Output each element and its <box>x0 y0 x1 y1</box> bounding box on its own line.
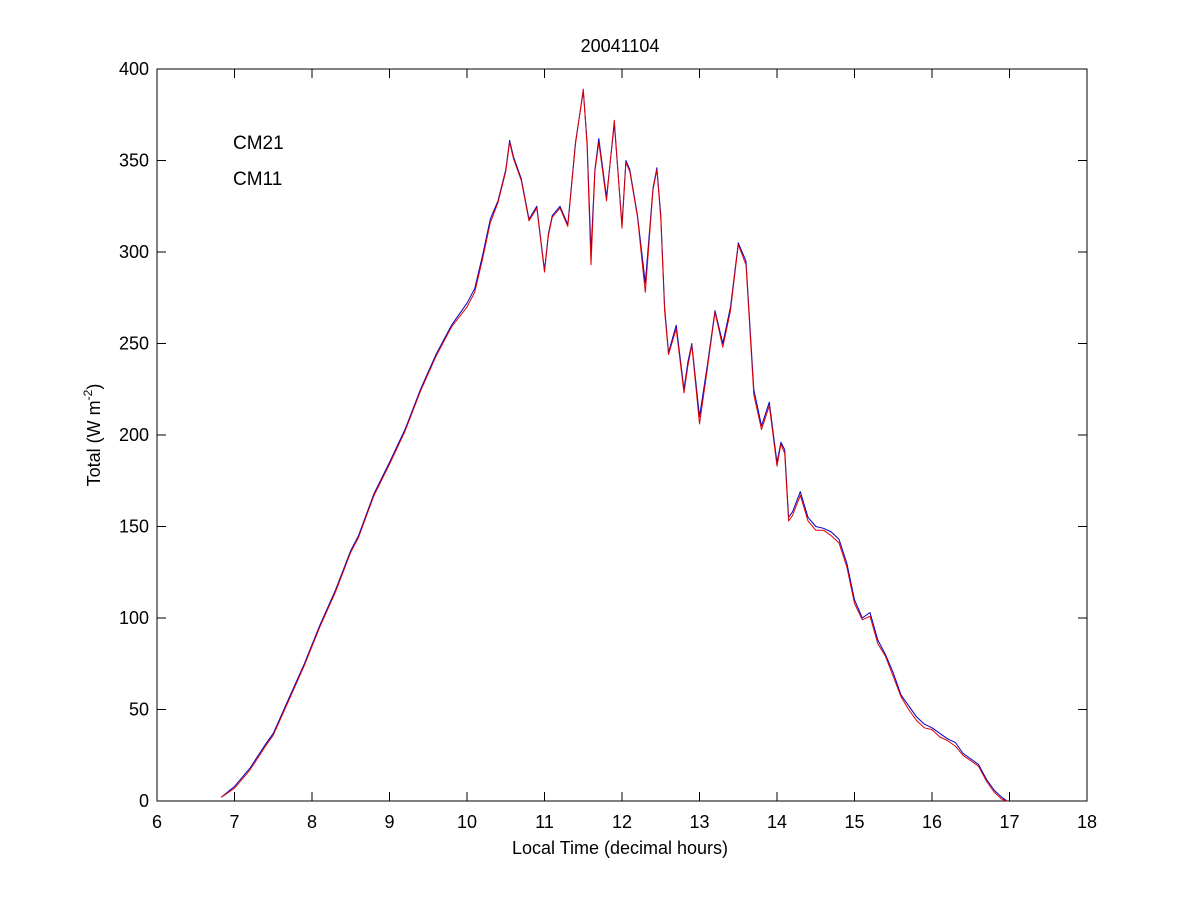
y-tick-label: 400 <box>119 59 149 79</box>
y-tick-label: 200 <box>119 425 149 445</box>
x-tick-label: 6 <box>152 812 162 832</box>
x-tick-label: 14 <box>767 812 787 832</box>
x-tick-label: 10 <box>457 812 477 832</box>
x-tick-label: 15 <box>844 812 864 832</box>
legend-entry-cm11: CM11 <box>233 169 282 190</box>
series-group <box>220 88 1008 802</box>
x-tick-label: 9 <box>384 812 394 832</box>
x-tick-label: 17 <box>999 812 1019 832</box>
y-axis-label-close: ) <box>84 384 104 390</box>
x-tick-label: 13 <box>689 812 709 832</box>
y-tick-label: 50 <box>129 700 149 720</box>
x-tick-label: 18 <box>1077 812 1097 832</box>
y-axis-label-sup: -2 <box>81 389 95 400</box>
legend: CM21 CM11 <box>233 133 284 190</box>
plot-frame <box>156 68 1088 802</box>
x-axis-label: Local Time (decimal hours) <box>512 838 728 858</box>
x-tick-label: 11 <box>535 812 554 832</box>
y-axis-label: Total (W m-2) <box>81 384 104 487</box>
x-tick-label: 16 <box>922 812 942 832</box>
plot-area <box>156 68 1088 802</box>
chart-title: 20041104 <box>581 36 660 56</box>
x-axis: 6 7 8 9 10 11 12 13 14 15 16 17 18 <box>152 69 1097 832</box>
y-tick-label: 100 <box>119 608 149 628</box>
x-tick-label: 12 <box>612 812 632 832</box>
y-tick-label: 300 <box>119 242 149 262</box>
series-line-cm11 <box>221 88 1008 802</box>
y-tick-label: 250 <box>119 334 149 354</box>
legend-entry-cm21: CM21 <box>233 133 284 154</box>
y-tick-label: 350 <box>119 151 149 171</box>
y-axis: 0 50 100 150 200 250 300 350 400 <box>119 59 1087 811</box>
x-tick-label: 7 <box>229 812 239 832</box>
y-tick-label: 150 <box>119 517 149 537</box>
x-tick-label: 8 <box>307 812 317 832</box>
y-axis-label-base: Total (W m <box>84 400 104 486</box>
y-tick-label: 0 <box>139 791 149 811</box>
